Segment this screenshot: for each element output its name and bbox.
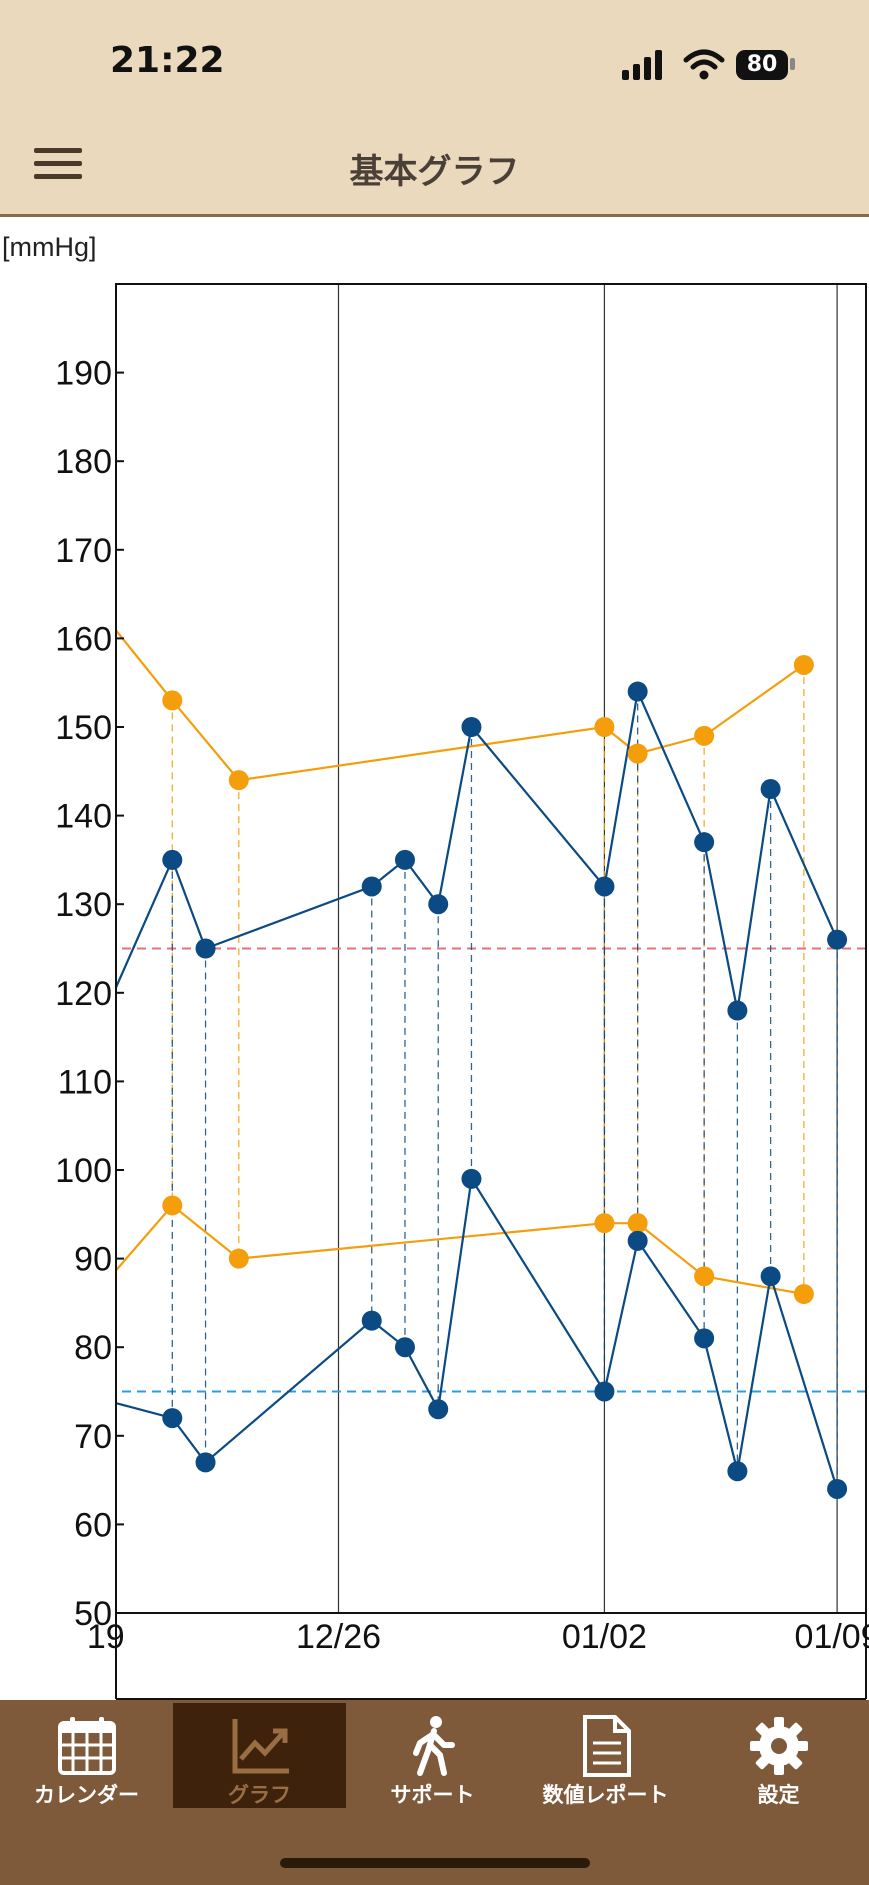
data-point <box>195 1452 216 1473</box>
data-point <box>694 832 715 853</box>
data-point <box>694 725 715 746</box>
data-point <box>63 1311 83 1331</box>
battery-tip <box>790 58 795 70</box>
data-point <box>195 938 216 959</box>
tab-label: 設定 <box>757 1783 800 1807</box>
data-point <box>361 876 382 897</box>
tab-graph[interactable]: グラフ <box>173 1703 346 1808</box>
x-label-mask <box>0 1618 114 1668</box>
y-tick-label: 110 <box>58 1063 112 1101</box>
tab-label: グラフ <box>228 1783 291 1807</box>
tab-bar: カレンダー グラフ サポート 数値レポート <box>0 1700 869 1885</box>
tab-calendar[interactable]: カレンダー <box>0 1703 173 1808</box>
data-point <box>594 1213 615 1234</box>
document-icon <box>583 1715 631 1777</box>
data-point <box>694 1266 715 1287</box>
tab-report[interactable]: 数値レポート <box>519 1703 692 1808</box>
y-tick-label: 150 <box>55 709 112 747</box>
menu-line <box>34 161 82 166</box>
data-point <box>361 1310 382 1331</box>
y-tick-label: 90 <box>74 1241 112 1279</box>
data-point <box>594 1381 615 1402</box>
data-point <box>827 929 848 950</box>
tab-label: カレンダー <box>34 1783 139 1807</box>
data-point <box>793 1284 814 1305</box>
data-point <box>694 1328 715 1349</box>
data-point <box>228 770 249 791</box>
data-point <box>594 876 615 897</box>
data-point <box>162 1195 183 1216</box>
data-point <box>228 1248 249 1269</box>
data-point <box>162 849 183 870</box>
y-tick-label: 130 <box>55 886 112 924</box>
data-point <box>627 1213 648 1234</box>
data-point <box>627 681 648 702</box>
data-point <box>63 761 83 781</box>
data-point <box>627 743 648 764</box>
data-point <box>394 849 415 870</box>
menu-line <box>34 174 82 179</box>
data-point <box>162 1408 183 1429</box>
y-tick-label: 80 <box>74 1329 112 1367</box>
blood-pressure-chart[interactable]: 5060708090100110120130140150160170180190… <box>0 270 869 1702</box>
data-point <box>428 894 449 915</box>
series-line <box>116 687 839 1011</box>
app-header: 21:22 80 基本グラフ <box>0 0 869 217</box>
menu-button[interactable] <box>34 148 82 184</box>
walking-person-icon <box>413 1716 455 1776</box>
tab-label: 数値レポート <box>542 1783 669 1807</box>
data-point <box>827 1478 848 1499</box>
series-line <box>116 628 805 782</box>
tab-label: サポート <box>390 1783 475 1807</box>
status-time: 21:22 <box>110 40 225 81</box>
battery-indicator: 80 <box>736 50 788 80</box>
data-point <box>760 779 781 800</box>
chart-icon <box>232 1719 289 1774</box>
data-point <box>594 717 615 737</box>
plot-frame <box>115 283 867 1614</box>
y-tick-label: 140 <box>55 798 112 836</box>
menu-line <box>34 148 82 153</box>
x-tick-label: 19 <box>87 1618 125 1656</box>
status-icons: 80 <box>620 44 810 84</box>
x-tick-label: 01/09 <box>795 1618 869 1656</box>
signal-icon <box>622 50 662 80</box>
tab-support[interactable]: サポート <box>346 1703 519 1808</box>
data-point <box>162 690 183 711</box>
series-line <box>116 1175 839 1490</box>
y-tick-label: 170 <box>55 532 112 570</box>
y-tick-label: 190 <box>55 355 112 393</box>
data-point <box>461 717 482 737</box>
data-point <box>793 654 814 675</box>
y-unit-label: [mmHg] <box>2 232 97 262</box>
calendar-icon <box>58 1717 116 1775</box>
data-point <box>96 1390 116 1410</box>
tab-settings[interactable]: 設定 <box>692 1703 865 1808</box>
home-indicator <box>280 1858 590 1868</box>
data-point <box>727 1000 748 1021</box>
y-tick-label: 70 <box>74 1418 112 1456</box>
data-point <box>461 1168 482 1189</box>
y-tick-label: 100 <box>55 1152 112 1190</box>
data-point <box>428 1399 449 1420</box>
y-tick-label: 50 <box>74 1595 112 1633</box>
page-title: 基本グラフ <box>349 152 520 192</box>
data-point <box>394 1337 415 1358</box>
y-tick-label: 60 <box>74 1506 112 1544</box>
wifi-icon <box>683 49 725 80</box>
data-point <box>727 1461 748 1482</box>
data-point <box>760 1266 781 1287</box>
gear-icon <box>750 1717 808 1775</box>
y-tick-label: 180 <box>55 443 112 481</box>
data-point <box>627 1230 648 1251</box>
x-tick-label: 01/02 <box>562 1618 647 1656</box>
y-tick-label: 120 <box>55 975 112 1013</box>
x-tick-label: 12/26 <box>296 1618 381 1656</box>
y-tick-label: 160 <box>55 620 112 658</box>
